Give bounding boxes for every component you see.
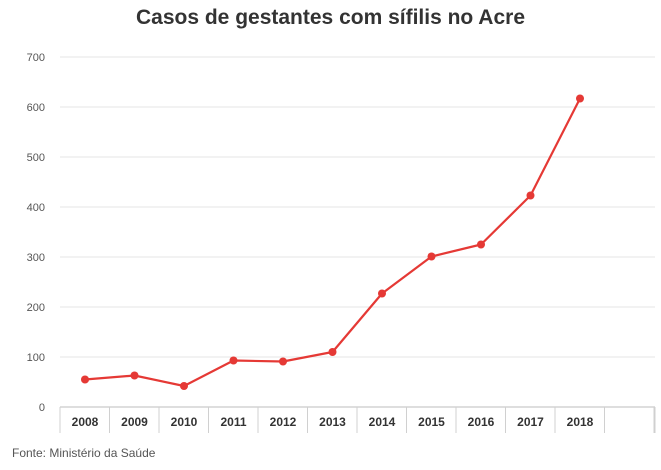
data-point-2013	[328, 348, 337, 356]
y-tick-label: 400	[27, 202, 45, 214]
x-tick-label: 2015	[418, 415, 445, 429]
y-axis-ticks: 0 100 200 300 400 500 600 700	[27, 52, 45, 414]
x-axis: 2008 2009 2010 2011 2012 2013 2014 2015 2016 2017…	[59, 406, 656, 433]
x-tick-label: 2016	[468, 415, 495, 429]
x-tick-label: 2010	[171, 415, 198, 429]
y-tick-label: 700	[27, 52, 45, 64]
data-point-2014	[378, 289, 386, 298]
data-point-2018	[576, 94, 584, 103]
data-point-2015	[427, 252, 436, 261]
x-tick-label: 2018	[567, 415, 594, 429]
data-point-2010	[180, 382, 188, 390]
chart-title: Casos de gestantes com sífilis no Acre	[135, 6, 526, 29]
data-point-2008	[81, 375, 89, 384]
data-point-2011	[229, 356, 238, 365]
source-note: Fonte: Ministério da Saúde	[12, 446, 156, 460]
x-tick-label: 2013	[319, 415, 346, 429]
x-tick-label: 2009	[121, 415, 148, 429]
x-tick-label: 2017	[517, 415, 544, 429]
series-line	[84, 98, 581, 388]
y-tick-label: 0	[39, 402, 45, 414]
x-tick-label: 2012	[270, 415, 297, 429]
gridlines	[60, 56, 655, 358]
data-point-2009	[130, 371, 139, 380]
x-tick-label: 2008	[72, 415, 99, 429]
data-series	[81, 94, 584, 390]
y-tick-label: 100	[27, 352, 45, 364]
x-tick-label: 2011	[220, 415, 246, 429]
data-point-2012	[279, 357, 287, 366]
data-point-2017	[526, 191, 535, 200]
data-point-2016	[477, 240, 485, 249]
y-tick-label: 300	[27, 252, 45, 264]
y-tick-label: 500	[27, 152, 45, 164]
x-tick-label: 2014	[369, 415, 396, 429]
y-tick-label: 200	[27, 302, 45, 314]
y-tick-label: 600	[27, 102, 45, 114]
